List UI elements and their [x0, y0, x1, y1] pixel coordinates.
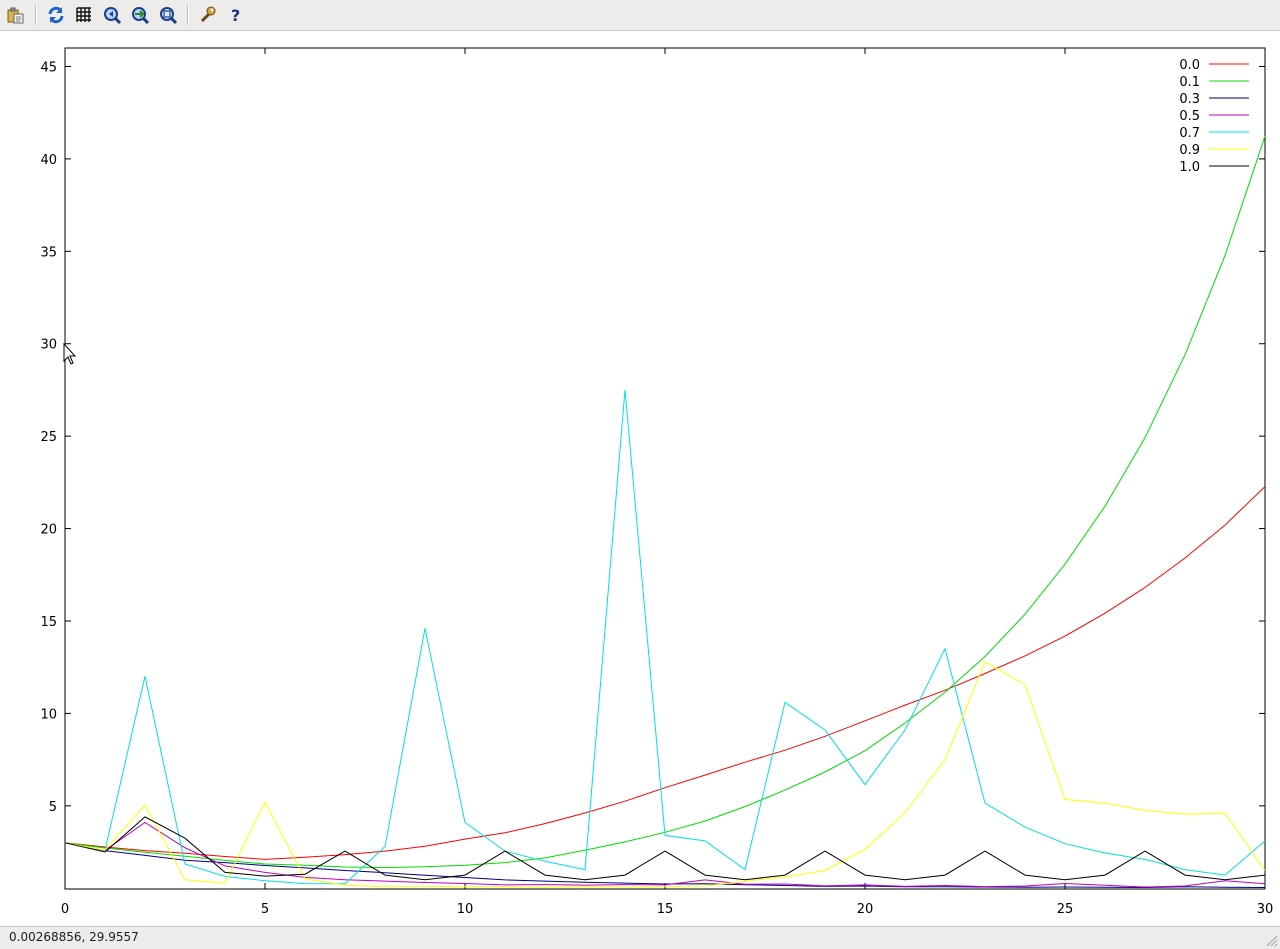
series-line-1-0 [64, 816, 1266, 881]
plot-border [64, 47, 1266, 890]
y-tick-label: 20 [40, 523, 57, 538]
y-tick-label: 30 [40, 338, 57, 353]
rezoom-icon[interactable] [129, 4, 151, 26]
mouse-cursor [63, 342, 77, 365]
cursor-coordinates: 0.00268856, 29.9557 [9, 930, 139, 944]
replot-icon[interactable] [45, 4, 67, 26]
legend-label: 0.0 [1179, 58, 1200, 73]
help-icon[interactable]: ? [225, 4, 247, 26]
x-tick-label: 15 [657, 902, 674, 917]
series-line-0-3 [64, 842, 1266, 889]
legend-label: 0.5 [1179, 109, 1200, 124]
unzoom-icon[interactable] [101, 4, 123, 26]
series-line-0-9 [64, 660, 1266, 888]
y-tick-label: 5 [49, 800, 57, 815]
y-tick-label: 45 [40, 60, 57, 75]
legend-label: 0.3 [1179, 92, 1200, 107]
x-tick-label: 5 [261, 902, 269, 917]
legend: 0.0 0.1 0.3 0.5 0.7 0.9 1.0 [1179, 58, 1249, 175]
plot-area[interactable]: 0 5 10 15 20 25 30 5 10 15 20 25 30 35 40 45 0.0 0.1 0.3 0… [0, 31, 1280, 926]
toolbar-separator [187, 5, 189, 25]
settings-wrench-icon[interactable] [197, 4, 219, 26]
toolbar-separator [35, 5, 37, 25]
x-tick-label: 30 [1257, 902, 1274, 917]
series-line-0-5 [64, 821, 1266, 888]
series-line-0-1 [64, 136, 1266, 869]
y-tick-label: 10 [40, 707, 57, 722]
copy-clipboard-icon[interactable] [5, 4, 27, 26]
legend-label: 0.9 [1179, 143, 1200, 158]
next-zoom-icon[interactable] [157, 4, 179, 26]
x-tick-label: 10 [457, 902, 474, 917]
grid-icon[interactable] [73, 4, 95, 26]
y-tick-label: 25 [40, 430, 57, 445]
y-tick-label: 15 [40, 615, 57, 630]
series-line-0-7 [64, 389, 1266, 885]
svg-text:?: ? [231, 6, 240, 24]
y-tick-label: 35 [40, 245, 57, 260]
legend-label: 0.1 [1179, 75, 1200, 90]
series-line-0-0 [64, 486, 1266, 860]
legend-label: 1.0 [1179, 160, 1200, 175]
y-tick-label: 40 [40, 153, 57, 168]
x-tick-label: 0 [61, 902, 69, 917]
legend-label: 0.7 [1179, 126, 1200, 141]
x-tick-label: 25 [1057, 902, 1074, 917]
statusbar: 0.00268856, 29.9557 [0, 926, 1280, 949]
toolbar: ? [0, 0, 1280, 31]
x-tick-label: 20 [857, 902, 874, 917]
resize-grip-icon[interactable] [1266, 935, 1278, 947]
